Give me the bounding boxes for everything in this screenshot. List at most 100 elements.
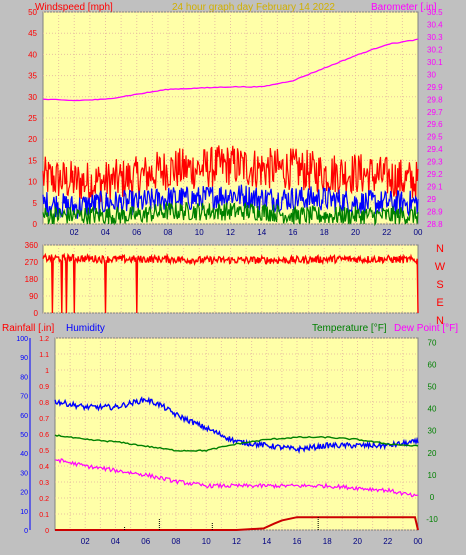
humidity-tick-label: 40 <box>20 451 28 458</box>
barometer-line <box>42 38 419 102</box>
barometer-tick-label: 29.3 <box>427 158 443 167</box>
rainfall-tick-label: 0.4 <box>39 464 49 471</box>
windspeed-tick-label: 5 <box>33 199 38 208</box>
windspeed-tick-label: 30 <box>28 93 37 102</box>
time-tick-label: 08 <box>164 228 173 237</box>
humidity-tick-label: 70 <box>20 394 28 401</box>
barometer-tick-label: 29.9 <box>427 83 443 92</box>
barometer-tick-label: 30.5 <box>427 8 443 17</box>
temperature-tick-label: 70 <box>428 338 437 347</box>
time-tick-label: 10 <box>195 228 204 237</box>
rainfall-tick-label: 0.5 <box>39 448 49 455</box>
temperature-tick-label: -10 <box>426 515 438 524</box>
temperature-tick-label: 40 <box>428 405 437 414</box>
rainfall-tick-label: 0.1 <box>39 512 49 519</box>
time-tick-label: 12 <box>226 228 235 237</box>
barometer-tick-label: 29 <box>427 195 436 204</box>
humidity-tick-label: 100 <box>16 336 28 343</box>
rainfall-tick-label: 0.9 <box>39 384 49 391</box>
barometer-tick-label: 29.7 <box>427 108 443 117</box>
compass-label: N <box>436 315 444 327</box>
time-tick-label: 14 <box>257 228 266 237</box>
direction-tick-label: 90 <box>29 292 38 301</box>
temperature-line <box>54 434 419 452</box>
time-tick-label: 06 <box>141 537 150 546</box>
humidity-tick-label: 50 <box>20 432 28 439</box>
windspeed-tick-label: 20 <box>28 135 37 144</box>
barometer-tick-label: 30.4 <box>427 20 443 29</box>
rainfall-axis-label: Rainfall [.in] <box>2 323 54 334</box>
humidity-tick-label: 60 <box>20 413 28 420</box>
wind-gust-line <box>42 145 419 203</box>
barometer-tick-label: 30 <box>427 70 436 79</box>
time-tick-label: 22 <box>382 228 391 237</box>
time-tick-label: 20 <box>351 228 360 237</box>
wind-direction-line <box>42 252 419 314</box>
barometer-tick-label: 29.1 <box>427 183 443 192</box>
rainfall-tick-label: 1.1 <box>39 352 49 359</box>
humidity-tick-label: 20 <box>20 490 28 497</box>
wind-low-line <box>42 201 419 227</box>
barometer-tick-label: 30.2 <box>427 45 443 54</box>
temperature-axis-label: Temperature [°F] <box>312 323 387 334</box>
temperature-tick-label: 0 <box>430 493 435 502</box>
graph-title: 24 hour graph day February 14 2022 <box>172 2 335 13</box>
time-tick-label: 14 <box>262 537 271 546</box>
windspeed-tick-label: 10 <box>28 178 37 187</box>
direction-tick-label: 0 <box>34 309 39 318</box>
barometer-tick-label: 29.6 <box>427 120 443 129</box>
compass-label: S <box>436 279 443 291</box>
temperature-tick-label: 60 <box>428 360 437 369</box>
windspeed-tick-label: 25 <box>28 114 37 123</box>
barometer-tick-label: 30.3 <box>427 33 443 42</box>
humidity-line <box>54 396 419 455</box>
humidity-tick-label: 30 <box>20 470 28 477</box>
time-tick-label: 10 <box>202 537 211 546</box>
barometer-tick-label: 28.8 <box>427 220 443 229</box>
humidity-tick-label: 0 <box>24 528 28 535</box>
dewpoint-axis-label: Dew Point [°F] <box>394 323 458 334</box>
barometer-tick-label: 29.5 <box>427 133 443 142</box>
temperature-tick-label: 50 <box>428 383 437 392</box>
compass-label: N <box>436 243 444 255</box>
windspeed-tick-label: 35 <box>28 72 37 81</box>
rainfall-tick-label: 0.2 <box>39 496 49 503</box>
time-tick-label: 00 <box>414 537 423 546</box>
direction-tick-label: 360 <box>25 241 39 250</box>
barometer-axis-label: Barometer [.in] <box>371 2 437 13</box>
time-tick-label: 06 <box>132 228 141 237</box>
windspeed-tick-label: 45 <box>28 29 37 38</box>
temperature-tick-label: 10 <box>428 471 437 480</box>
time-tick-label: 18 <box>323 537 332 546</box>
rainfall-tick-label: 0.6 <box>39 432 49 439</box>
direction-tick-label: 270 <box>25 258 39 267</box>
time-tick-label: 16 <box>293 537 302 546</box>
windspeed-tick-label: 0 <box>33 220 38 229</box>
barometer-tick-label: 29.2 <box>427 170 443 179</box>
time-tick-label: 02 <box>70 228 79 237</box>
time-tick-label: 08 <box>172 537 181 546</box>
rainfall-line <box>55 516 419 531</box>
time-tick-label: 04 <box>101 228 110 237</box>
compass-label: E <box>436 297 443 309</box>
humidity-tick-label: 90 <box>20 355 28 362</box>
humidity-axis-label: Humidity <box>66 323 105 334</box>
windspeed-tick-label: 50 <box>28 8 37 17</box>
time-tick-label: 04 <box>111 537 120 546</box>
compass-label: W <box>435 261 446 273</box>
rainfall-tick-label: 0.7 <box>39 416 49 423</box>
time-tick-label: 16 <box>289 228 298 237</box>
rainfall-tick-label: 0.8 <box>39 400 49 407</box>
temperature-tick-label: 30 <box>428 427 437 436</box>
rainfall-tick-label: 0 <box>45 528 49 535</box>
time-tick-label: 18 <box>320 228 329 237</box>
direction-tick-label: 180 <box>25 275 39 284</box>
humidity-tick-label: 10 <box>20 509 28 516</box>
time-tick-label: 20 <box>353 537 362 546</box>
dewpoint-line <box>54 458 419 498</box>
rainfall-tick-label: 1 <box>45 368 49 375</box>
time-tick-label: 22 <box>383 537 392 546</box>
time-tick-label: 00 <box>414 228 423 237</box>
windspeed-axis-label: Windspeed [mph] <box>35 2 113 13</box>
